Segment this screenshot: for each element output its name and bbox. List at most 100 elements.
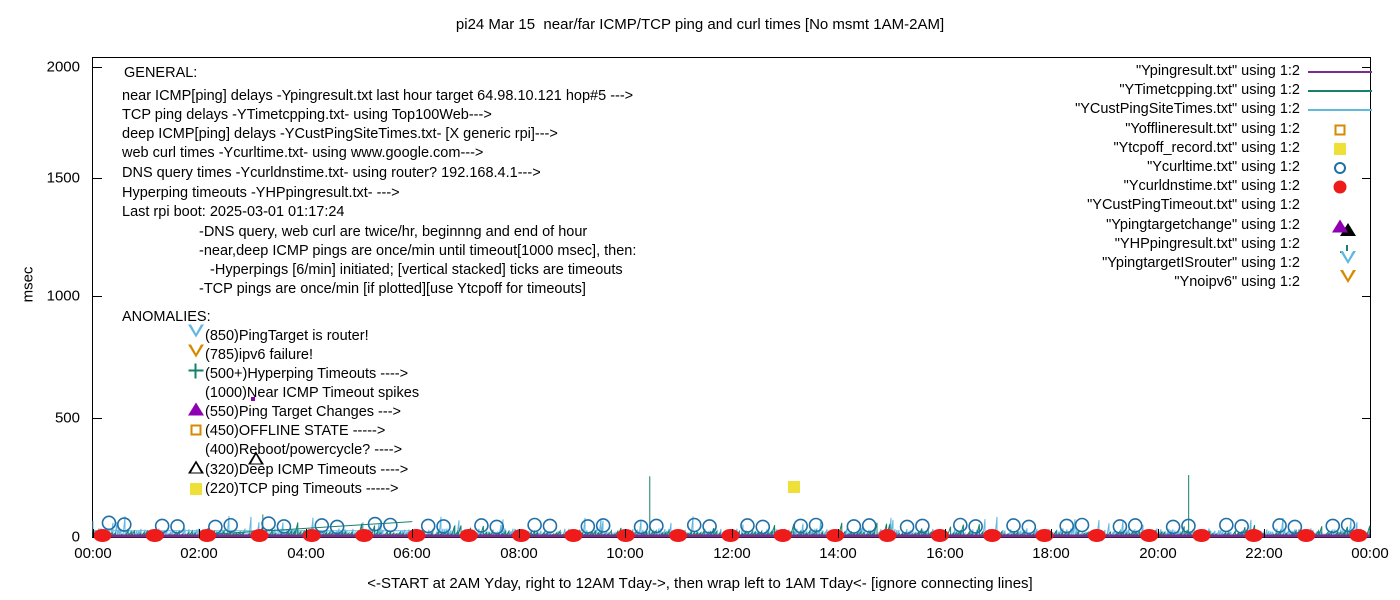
general-heading: GENERAL: — [124, 65, 198, 81]
legend-key-triangle-up-open — [1304, 196, 1376, 237]
anomaly-text: (850)PingTarget is router! — [205, 328, 369, 344]
x-tick-label: 02:00 — [180, 545, 218, 562]
x-tick-label: 00:00 — [74, 545, 112, 562]
anomaly-icon-triangle-up-purple — [188, 402, 204, 416]
y-tick-mark — [93, 418, 102, 419]
general-detail-line: -Hyperpings [6/min] initiated; [vertical… — [206, 262, 623, 278]
general-detail-line: -DNS query, web curl are twice/hr, begin… — [199, 224, 588, 240]
legend-key-line — [1304, 100, 1376, 119]
series-connecting-line — [198, 521, 413, 536]
general-line: DNS query times -Ycurldnstime.txt- using… — [122, 165, 541, 181]
legend-key-circle-filled — [1304, 177, 1376, 196]
general-line: near ICMP[ping] delays -Ypingresult.txt … — [122, 88, 634, 104]
legend-key-line — [1304, 81, 1376, 100]
legend-label: "Yofflineresult.txt" using 1:2 — [1125, 120, 1300, 137]
legend-label: "Ycurltime.txt" using 1:2 — [1147, 158, 1300, 175]
legend-label: "Ytcpoff_record.txt" using 1:2 — [1113, 139, 1300, 156]
anomaly-text: (320)Deep ICMP Timeouts ----> — [205, 462, 409, 478]
x-tick-label: 06:00 — [393, 545, 431, 562]
x-tick-mark — [1370, 529, 1371, 538]
x-tick-label: 12:00 — [713, 545, 751, 562]
x-tick-mark — [519, 529, 520, 538]
anomaly-icon-triangle-down-blue — [188, 324, 204, 338]
legend-label: "YpingtargetISrouter" using 1:2 — [1102, 254, 1300, 271]
anomaly-text: (500+)Hyperping Timeouts ----> — [205, 366, 409, 382]
anomaly-text: (1000)Near ICMP Timeout spikes — [205, 385, 420, 401]
y-tick-label: 1000 — [46, 287, 80, 305]
x-tick-label: 14:00 — [819, 545, 857, 562]
anomaly-text: (450)OFFLINE STATE -----> — [205, 423, 386, 439]
series-ycurldnstime — [93, 529, 1368, 543]
legend-row: "Ypingresult.txt" using 1:2 — [940, 62, 1372, 81]
y-tick-mark — [93, 178, 102, 179]
general-line: web curl times -Ycurltime.txt- using www… — [122, 145, 484, 161]
general-line: TCP ping delays -YTimetcpping.txt- using… — [122, 107, 492, 123]
legend-row: "YTimetcpping.txt" using 1:2 — [940, 81, 1372, 100]
legend-row: "Ycurltime.txt" using 1:2 — [940, 158, 1346, 177]
legend-row: "Ycurldnstime.txt" using 1:2 — [940, 177, 1347, 196]
legend-row: "YpingtargetISrouter" using 1:2 — [940, 250, 1356, 281]
legend-row: "Ytcpoff_record.txt" using 1:2 — [940, 139, 1346, 158]
legend-row: "YCustPingSiteTimes.txt" using 1:2 — [940, 100, 1372, 119]
legend-row: "Yofflineresult.txt" using 1:2 — [940, 120, 1346, 139]
legend-label: "YCustPingSiteTimes.txt" using 1:2 — [1075, 101, 1300, 118]
legend-key-triangle-up-filled — [1304, 216, 1376, 235]
x-tick-label: 08:00 — [500, 545, 538, 562]
anomaly-icon-plus — [188, 363, 204, 379]
y-tick-mark-right — [1362, 418, 1371, 419]
x-axis-caption: <-START at 2AM Yday, right to 12AM Tday-… — [367, 575, 1033, 592]
x-tick-label: 22:00 — [1245, 545, 1283, 562]
legend-label: "Ypingresult.txt" using 1:2 — [1136, 63, 1300, 79]
general-line: deep ICMP[ping] delays -YCustPingSiteTim… — [122, 126, 558, 142]
x-tick-label: 20:00 — [1139, 545, 1177, 562]
general-detail-line: -near,deep ICMP pings are once/min until… — [199, 243, 637, 259]
x-tick-mark — [1158, 529, 1159, 538]
y-tick-mark — [93, 67, 102, 68]
x-tick-mark — [732, 529, 733, 538]
general-line: Last rpi boot: 2025-03-01 01:17:24 — [122, 204, 345, 220]
legend-key-square-open — [1304, 120, 1376, 139]
legend-label: "Ynoipv6" using 1:2 — [1174, 274, 1300, 291]
y-tick-label: 2000 — [46, 58, 80, 76]
anomalies-heading: ANOMALIES: — [122, 309, 211, 325]
x-tick-mark — [306, 529, 307, 538]
x-tick-mark — [93, 529, 94, 538]
y-tick-mark-right — [1362, 296, 1371, 297]
y-tick-label: 500 — [54, 409, 80, 427]
legend-row: "Ynoipv6" using 1:2 — [940, 270, 1356, 301]
y-tick-label: 1500 — [46, 169, 80, 187]
anomaly-text: (220)TCP ping Timeouts -----> — [205, 481, 399, 497]
legend-label: "Ypingtargetchange" using 1:2 — [1106, 216, 1300, 233]
legend-row: "Ypingtargetchange" using 1:2 — [940, 216, 1348, 235]
x-tick-mark — [199, 529, 200, 538]
legend-label: "YHPpingresult.txt" using 1:2 — [1114, 235, 1300, 252]
legend: "Ypingresult.txt" using 1:2 "YTimetcppin… — [940, 62, 1372, 301]
legend-row: "YHPpingresult.txt" using 1:2 — [940, 235, 1300, 254]
datapoint-ytcpoff — [788, 481, 800, 493]
anomaly-icon-triangle-up-open — [188, 460, 204, 474]
legend-key-line — [1304, 62, 1376, 81]
x-tick-label: 00:00 — [1351, 545, 1389, 562]
y-tick-label: 0 — [71, 528, 80, 546]
legend-key-circle-open — [1304, 158, 1376, 177]
y-tick-mark-right — [1362, 67, 1371, 68]
anomaly-icon-square-open — [190, 424, 202, 436]
series-ycurltime — [101, 515, 1356, 535]
x-tick-mark — [412, 529, 413, 538]
anomaly-marker-triangle-plot — [248, 451, 264, 465]
x-tick-label: 04:00 — [287, 545, 325, 562]
general-detail-line: -TCP pings are once/min [if plotted][use… — [199, 281, 586, 297]
general-line: Hyperping timeouts -YHPpingresult.txt- -… — [122, 185, 400, 201]
x-tick-label: 16:00 — [926, 545, 964, 562]
anomaly-icon-triangle-down-gold — [188, 344, 204, 358]
y-tick-mark-right — [1362, 178, 1371, 179]
anomaly-text: (550)Ping Target Changes ---> — [205, 404, 401, 420]
x-tick-mark — [1051, 529, 1052, 538]
x-tick-label: 18:00 — [1032, 545, 1070, 562]
legend-label: "YCustPingTimeout.txt" using 1:2 — [1087, 197, 1300, 214]
x-tick-label: 10:00 — [606, 545, 644, 562]
x-tick-mark — [625, 529, 626, 538]
y-tick-mark — [93, 296, 102, 297]
